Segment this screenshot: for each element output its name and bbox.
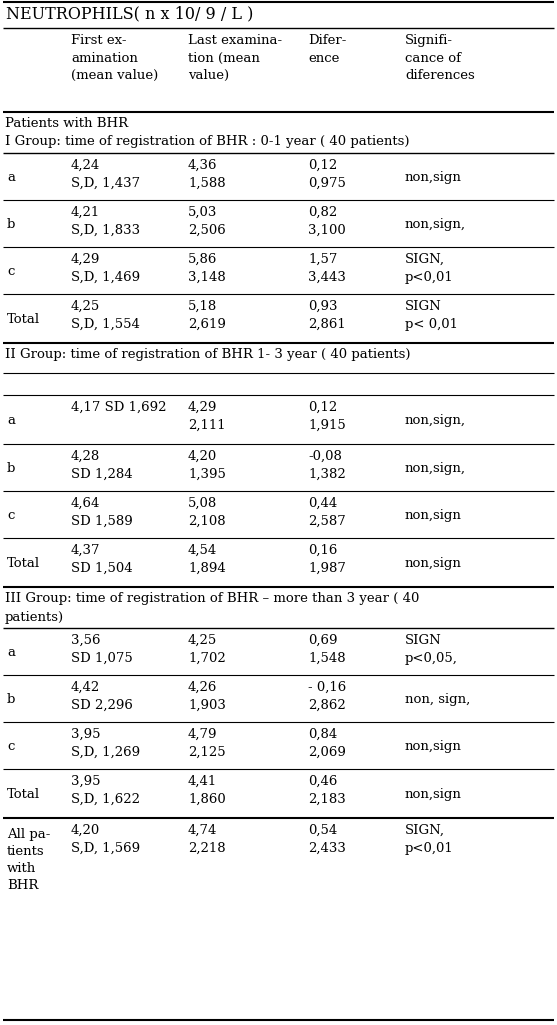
Text: SIGN
p< 0,01: SIGN p< 0,01 [405, 300, 458, 331]
Text: 3,95
S,D, 1,622: 3,95 S,D, 1,622 [71, 775, 140, 806]
Text: 5,86
3,148: 5,86 3,148 [188, 253, 226, 284]
Text: SIGN,
p<0,01: SIGN, p<0,01 [405, 253, 454, 284]
Text: non,sign: non,sign [405, 509, 462, 522]
Text: 0,44
2,587: 0,44 2,587 [308, 497, 346, 528]
Text: c: c [7, 509, 14, 522]
Text: 5,18
2,619: 5,18 2,619 [188, 300, 226, 331]
Text: Total: Total [7, 313, 40, 326]
Text: 4,42
SD 2,296: 4,42 SD 2,296 [71, 681, 133, 712]
Text: Last examina-
tion (mean
value): Last examina- tion (mean value) [188, 34, 282, 82]
Text: non,sign: non,sign [405, 788, 462, 801]
Text: Total: Total [7, 557, 40, 570]
Text: 0,12
1,915: 0,12 1,915 [308, 401, 346, 432]
Text: All pa-
tients
with
BHR: All pa- tients with BHR [7, 828, 50, 892]
Text: b: b [7, 218, 16, 231]
Text: Patients with BHR
I Group: time of registration of BHR : 0-1 year ( 40 patients): Patients with BHR I Group: time of regis… [5, 117, 409, 149]
Text: 0,12
0,975: 0,12 0,975 [308, 159, 346, 190]
Text: 4,29
2,111: 4,29 2,111 [188, 401, 226, 432]
Text: b: b [7, 462, 16, 475]
Text: 5,03
2,506: 5,03 2,506 [188, 206, 226, 237]
Text: -0,08
1,382: -0,08 1,382 [308, 450, 346, 481]
Text: 0,69
1,548: 0,69 1,548 [308, 634, 346, 665]
Text: 3,95
S,D, 1,269: 3,95 S,D, 1,269 [71, 728, 140, 758]
Text: 4,28
SD 1,284: 4,28 SD 1,284 [71, 450, 133, 481]
Text: non,sign: non,sign [405, 740, 462, 753]
Text: 0,82
3,100: 0,82 3,100 [308, 206, 346, 237]
Text: 0,54
2,433: 0,54 2,433 [308, 824, 346, 855]
Text: 4,64
SD 1,589: 4,64 SD 1,589 [71, 497, 133, 528]
Text: non,sign,: non,sign, [405, 462, 466, 475]
Text: Difer-
ence: Difer- ence [308, 34, 346, 65]
Text: 0,16
1,987: 0,16 1,987 [308, 544, 346, 575]
Text: III Group: time of registration of BHR – more than 3 year ( 40
patients): III Group: time of registration of BHR –… [5, 592, 419, 623]
Text: 4,17 SD 1,692: 4,17 SD 1,692 [71, 401, 167, 414]
Text: Total: Total [7, 788, 40, 801]
Text: 4,20
S,D, 1,569: 4,20 S,D, 1,569 [71, 824, 140, 855]
Text: - 0,16
2,862: - 0,16 2,862 [308, 681, 346, 712]
Text: 4,21
S,D, 1,833: 4,21 S,D, 1,833 [71, 206, 140, 237]
Text: c: c [7, 265, 14, 278]
Text: SIGN
p<0,05,: SIGN p<0,05, [405, 634, 458, 665]
Text: 0,93
2,861: 0,93 2,861 [308, 300, 346, 331]
Text: 3,56
SD 1,075: 3,56 SD 1,075 [71, 634, 133, 665]
Text: 4,26
1,903: 4,26 1,903 [188, 681, 226, 712]
Text: 1,57
3,443: 1,57 3,443 [308, 253, 346, 284]
Text: 4,20
1,395: 4,20 1,395 [188, 450, 226, 481]
Text: 4,29
S,D, 1,469: 4,29 S,D, 1,469 [71, 253, 140, 284]
Text: 4,25
1,702: 4,25 1,702 [188, 634, 226, 665]
Text: b: b [7, 693, 16, 706]
Text: 4,36
1,588: 4,36 1,588 [188, 159, 226, 190]
Text: a: a [7, 646, 15, 659]
Text: non, sign,: non, sign, [405, 693, 470, 706]
Text: 4,25
S,D, 1,554: 4,25 S,D, 1,554 [71, 300, 140, 331]
Text: First ex-
amination
(mean value): First ex- amination (mean value) [71, 34, 158, 82]
Text: 4,79
2,125: 4,79 2,125 [188, 728, 226, 758]
Text: 4,41
1,860: 4,41 1,860 [188, 775, 226, 806]
Text: II Group: time of registration of BHR 1- 3 year ( 40 patients): II Group: time of registration of BHR 1-… [5, 348, 411, 361]
Text: a: a [7, 414, 15, 427]
Text: 4,37
SD 1,504: 4,37 SD 1,504 [71, 544, 133, 575]
Text: non,sign: non,sign [405, 557, 462, 570]
Text: Signifi-
cance of
diferences: Signifi- cance of diferences [405, 34, 475, 82]
Text: 0,46
2,183: 0,46 2,183 [308, 775, 346, 806]
Text: non,sign: non,sign [405, 171, 462, 184]
Text: a: a [7, 171, 15, 184]
Text: non,sign,: non,sign, [405, 218, 466, 231]
Text: c: c [7, 740, 14, 753]
Text: SIGN,
p<0,01: SIGN, p<0,01 [405, 824, 454, 855]
Text: 0,84
2,069: 0,84 2,069 [308, 728, 346, 758]
Text: NEUTROPHILS( n x 10/ 9 / L ): NEUTROPHILS( n x 10/ 9 / L ) [6, 5, 253, 22]
Text: 5,08
2,108: 5,08 2,108 [188, 497, 226, 528]
Text: 4,74
2,218: 4,74 2,218 [188, 824, 226, 855]
Text: non,sign,: non,sign, [405, 414, 466, 427]
Text: 4,24
S,D, 1,437: 4,24 S,D, 1,437 [71, 159, 140, 190]
Text: 4,54
1,894: 4,54 1,894 [188, 544, 226, 575]
